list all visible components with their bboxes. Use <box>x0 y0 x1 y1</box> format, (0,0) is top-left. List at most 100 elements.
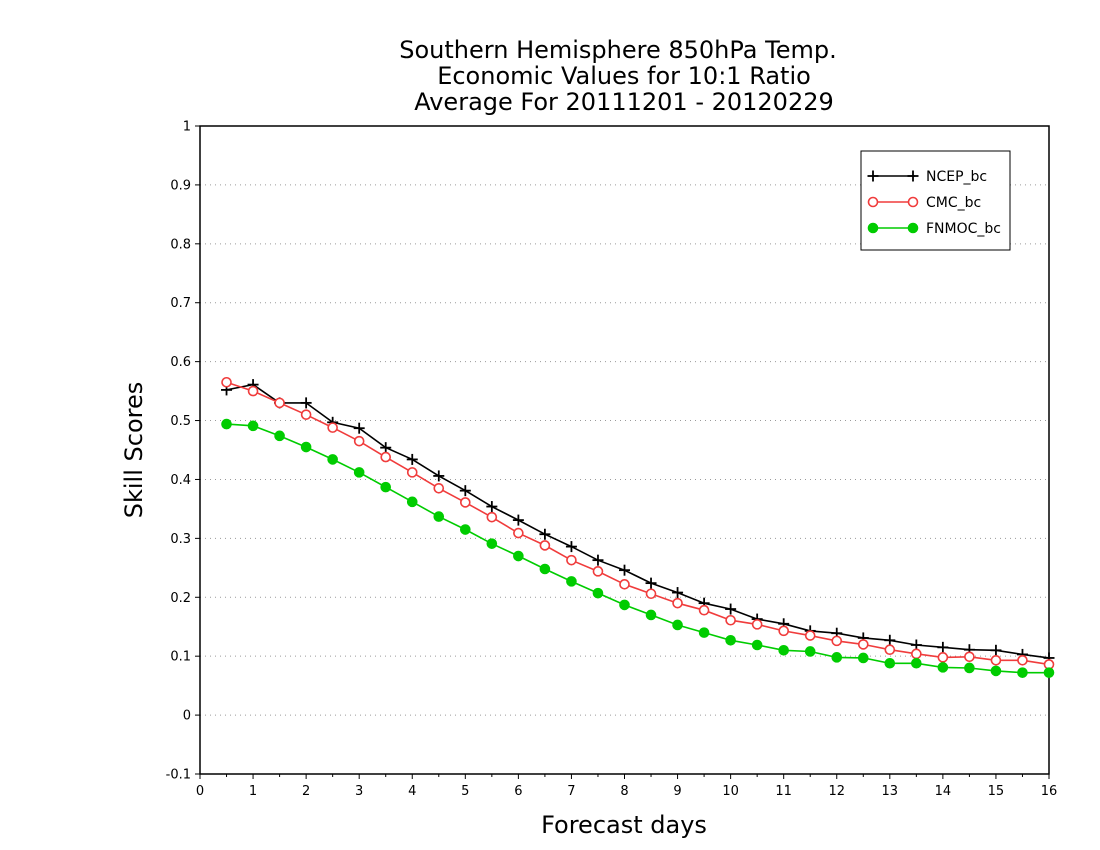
data-point-NCEP_bc-16 <box>645 577 657 589</box>
data-point-NCEP_bc-3 <box>300 397 312 409</box>
x-tick-label-3: 3 <box>355 784 363 799</box>
x-tick-label-8: 8 <box>620 784 628 799</box>
data-point-CMC_bc-27 <box>937 652 949 663</box>
legend-marker-end-CMC_bc <box>907 196 919 208</box>
y-tick-label-5: 0.4 <box>170 473 191 488</box>
data-point-CMC_bc-24 <box>857 639 869 650</box>
data-point-CMC_bc-19 <box>725 614 736 626</box>
y-tick-label-11: 1 <box>183 120 191 135</box>
legend-box <box>860 150 1011 251</box>
data-point-CMC_bc-2 <box>274 397 285 409</box>
data-point-FNMOC_bc-7 <box>406 496 418 508</box>
data-point-CMC_bc-12 <box>539 540 551 551</box>
x-tick-label-12: 12 <box>828 784 845 799</box>
data-point-CMC_bc-8 <box>433 482 445 494</box>
data-point-NCEP_bc-7 <box>406 453 418 465</box>
data-point-CMC_bc-29 <box>990 655 1002 666</box>
data-point-CMC_bc-7 <box>406 467 418 478</box>
data-point-FNMOC_bc-1 <box>247 420 259 432</box>
data-point-FNMOC_bc-27 <box>937 662 949 673</box>
data-point-FNMOC_bc-6 <box>380 481 392 493</box>
data-point-NCEP_bc-11 <box>512 514 524 526</box>
y-tick-label-3: 0.2 <box>170 591 191 606</box>
data-point-FNMOC_bc-24 <box>857 652 869 664</box>
data-point-NCEP_bc-29 <box>990 644 1002 656</box>
data-point-NCEP_bc-17 <box>672 587 684 599</box>
data-point-FNMOC_bc-11 <box>513 550 524 562</box>
data-point-CMC_bc-15 <box>619 579 630 590</box>
data-point-NCEP_bc-13 <box>565 541 577 553</box>
series-line-CMC_bc <box>226 381 1050 666</box>
legend-marker-start-NCEP_bc <box>867 170 879 182</box>
x-tick-label-11: 11 <box>775 784 792 799</box>
gridlines <box>200 184 1049 716</box>
data-point-NCEP_bc-19 <box>725 603 737 615</box>
legend-marker-end-NCEP_bc <box>907 170 919 182</box>
data-point-FNMOC_bc-25 <box>884 657 896 669</box>
data-point-CMC_bc-17 <box>672 597 683 609</box>
title-line-3: Average For 20111201 - 20120229 <box>414 88 834 116</box>
x-tick-label-1: 1 <box>249 784 257 799</box>
series-NCEP_bc <box>221 379 1055 664</box>
data-point-NCEP_bc-9 <box>459 485 471 497</box>
data-point-FNMOC_bc-0 <box>221 418 232 430</box>
data-point-CMC_bc-0 <box>221 376 232 388</box>
y-tick-label-6: 0.5 <box>170 414 191 429</box>
data-point-CMC_bc-5 <box>353 435 365 447</box>
chart-title: Southern Hemisphere 850hPa Temp. Economi… <box>399 36 836 116</box>
data-point-FNMOC_bc-19 <box>725 634 736 646</box>
data-point-CMC_bc-1 <box>247 385 259 397</box>
data-point-CMC_bc-22 <box>804 630 816 641</box>
legend-label-FNMOC_bc: FNMOC_bc <box>926 221 1001 237</box>
x-tick-label-5: 5 <box>461 784 469 799</box>
data-point-FNMOC_bc-22 <box>804 646 816 657</box>
data-point-FNMOC_bc-13 <box>566 576 577 587</box>
data-point-CMC_bc-16 <box>645 588 657 600</box>
y-tick-label-9: 0.8 <box>170 237 191 252</box>
data-point-CMC_bc-10 <box>486 511 498 523</box>
data-point-FNMOC_bc-5 <box>353 467 365 478</box>
series-line-FNMOC_bc <box>226 423 1049 674</box>
data-point-CMC_bc-3 <box>300 409 312 420</box>
data-point-CMC_bc-30 <box>1017 655 1028 666</box>
series-line-NCEP_bc <box>226 383 1050 659</box>
x-tick-label-13: 13 <box>882 784 899 799</box>
data-point-CMC_bc-26 <box>911 648 922 660</box>
data-point-CMC_bc-25 <box>884 644 896 656</box>
data-point-CMC_bc-20 <box>751 619 763 630</box>
data-point-FNMOC_bc-2 <box>274 430 285 442</box>
data-point-NCEP_bc-27 <box>937 641 949 653</box>
data-point-CMC_bc-6 <box>380 451 392 463</box>
x-tick-label-10: 10 <box>722 784 739 799</box>
x-axis-label: Forecast days <box>541 811 707 839</box>
data-point-FNMOC_bc-21 <box>778 644 789 656</box>
legend-label-NCEP_bc: NCEP_bc <box>926 169 987 185</box>
data-point-CMC_bc-28 <box>964 651 975 663</box>
data-point-FNMOC_bc-17 <box>672 619 683 631</box>
y-tick-label-2: 0.1 <box>170 650 191 665</box>
data-point-FNMOC_bc-30 <box>1017 667 1028 678</box>
x-tick-label-6: 6 <box>514 784 522 799</box>
data-point-NCEP_bc-10 <box>486 501 498 513</box>
data-point-FNMOC_bc-29 <box>990 665 1002 677</box>
x-tick-label-16: 16 <box>1041 784 1058 799</box>
data-point-NCEP_bc-5 <box>353 422 365 434</box>
legend-marker-end-FNMOC_bc <box>907 222 919 234</box>
title-line-2: Economic Values for 10:1 Ratio <box>437 62 811 90</box>
x-axis-ticks: 0 1 2 3 4 5 6 7 8 9 10 11 12 13 14 15 16 <box>196 774 1057 799</box>
legend-item-NCEP_bc: NCEP_bc <box>867 169 987 185</box>
y-tick-label-4: 0.3 <box>170 532 191 547</box>
y-tick-label-0: -0.1 <box>166 768 191 783</box>
data-point-CMC_bc-14 <box>592 566 604 577</box>
data-point-CMC_bc-9 <box>460 497 471 508</box>
y-axis-ticks: -0.1 0 0.1 0.2 0.3 0.4 0.5 0.6 0.7 0.8 0.9 1 <box>166 120 200 783</box>
data-point-FNMOC_bc-23 <box>831 652 843 663</box>
x-tick-label-4: 4 <box>408 784 416 799</box>
series-layer <box>221 376 1055 678</box>
data-point-NCEP_bc-6 <box>380 442 392 454</box>
y-tick-label-8: 0.7 <box>170 296 191 311</box>
legend: NCEP_bc CMC_bc FNMOC_bc <box>860 150 1011 251</box>
data-point-FNMOC_bc-10 <box>486 538 498 549</box>
y-tick-label-1: 0 <box>183 709 191 724</box>
x-tick-label-7: 7 <box>567 784 575 799</box>
